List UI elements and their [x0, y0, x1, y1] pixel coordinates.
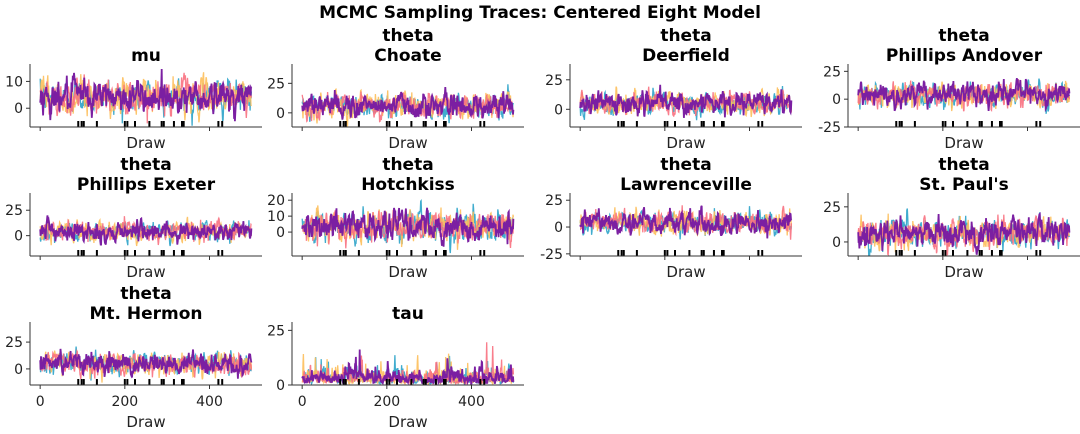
x-axis-label: Draw	[944, 134, 983, 152]
y-tick-label: 25	[267, 323, 285, 339]
panel-title: mu	[131, 46, 161, 66]
x-tick-label: 400	[196, 394, 223, 410]
panel-subtitle: Mt. Hermon	[89, 304, 202, 324]
x-axis-label: Draw	[126, 134, 165, 152]
panel-title: theta	[382, 26, 433, 46]
chain-4-trace	[301, 87, 515, 120]
panel-subtitle: Deerfield	[642, 46, 730, 66]
y-tick-label: 0	[276, 225, 285, 241]
y-tick-label: 0	[276, 378, 285, 394]
figure-title: MCMC Sampling Traces: Centered Eight Mod…	[319, 3, 761, 23]
chain-4-trace	[301, 349, 515, 385]
chain-4-trace	[857, 212, 1071, 255]
panel-subtitle: Hotchkiss	[361, 175, 455, 195]
x-tick-label: 200	[111, 394, 138, 410]
x-tick-label: 400	[458, 394, 485, 410]
y-tick-label: 25	[545, 193, 563, 209]
chain-4-trace	[301, 207, 515, 247]
y-tick-label: 0	[14, 101, 23, 117]
panel-title: theta	[382, 155, 433, 175]
y-tick-label: 0	[554, 220, 563, 236]
chain-4-trace	[579, 205, 793, 239]
chain-4-trace	[39, 348, 253, 379]
panel-title: theta	[660, 26, 711, 46]
x-axis-label: Draw	[388, 263, 427, 281]
x-tick-label: 0	[36, 394, 45, 410]
x-tick-label: 0	[298, 394, 307, 410]
x-tick-label: 200	[373, 394, 400, 410]
y-tick-label: 20	[267, 193, 285, 209]
y-tick-label: 10	[267, 209, 285, 225]
y-tick-label: 0	[14, 362, 23, 378]
y-tick-label: 0	[832, 92, 841, 108]
x-axis-label: Draw	[126, 263, 165, 281]
y-tick-label: 25	[823, 64, 841, 80]
panel-title: theta	[938, 26, 989, 46]
y-tick-label: 0	[554, 102, 563, 118]
y-tick-label: 0	[14, 229, 23, 245]
x-axis-label: Draw	[666, 263, 705, 281]
trace-panel-tau: tau 0 25 0 200 400 Draw	[267, 304, 524, 431]
panel-title: theta	[120, 284, 171, 304]
y-tick-label: 25	[823, 200, 841, 216]
trace-panel-mu: mu 0 10 Draw	[5, 46, 262, 152]
panel-title: theta	[660, 155, 711, 175]
y-tick-label: 25	[5, 203, 23, 219]
panel-title: tau	[392, 304, 424, 324]
panel-subtitle: St. Paul's	[919, 175, 1008, 195]
x-axis-label: Draw	[388, 134, 427, 152]
chain-4-trace	[39, 215, 253, 246]
y-tick-label: -25	[540, 247, 563, 263]
chain-4-trace	[857, 78, 1071, 113]
y-tick-label: -25	[818, 120, 841, 136]
panel-subtitle: Phillips Andover	[886, 46, 1043, 66]
x-axis-label: Draw	[944, 263, 983, 281]
x-axis-label: Draw	[666, 134, 705, 152]
chain-4-trace	[39, 68, 253, 122]
panel-subtitle: Lawrenceville	[620, 175, 752, 195]
panel-subtitle: Phillips Exeter	[77, 175, 216, 195]
y-tick-label: 25	[545, 73, 563, 89]
x-axis-label: Draw	[388, 413, 427, 430]
x-axis-label: Draw	[126, 413, 165, 430]
y-tick-label: 25	[267, 76, 285, 92]
panel-title: theta	[938, 155, 989, 175]
y-tick-label: 10	[5, 74, 23, 90]
y-tick-label: 0	[276, 106, 285, 122]
y-tick-label: 0	[832, 235, 841, 251]
panel-title: theta	[120, 155, 171, 175]
panel-subtitle: Choate	[374, 46, 441, 66]
y-tick-label: 25	[5, 335, 23, 351]
chain-4-trace	[579, 84, 793, 118]
